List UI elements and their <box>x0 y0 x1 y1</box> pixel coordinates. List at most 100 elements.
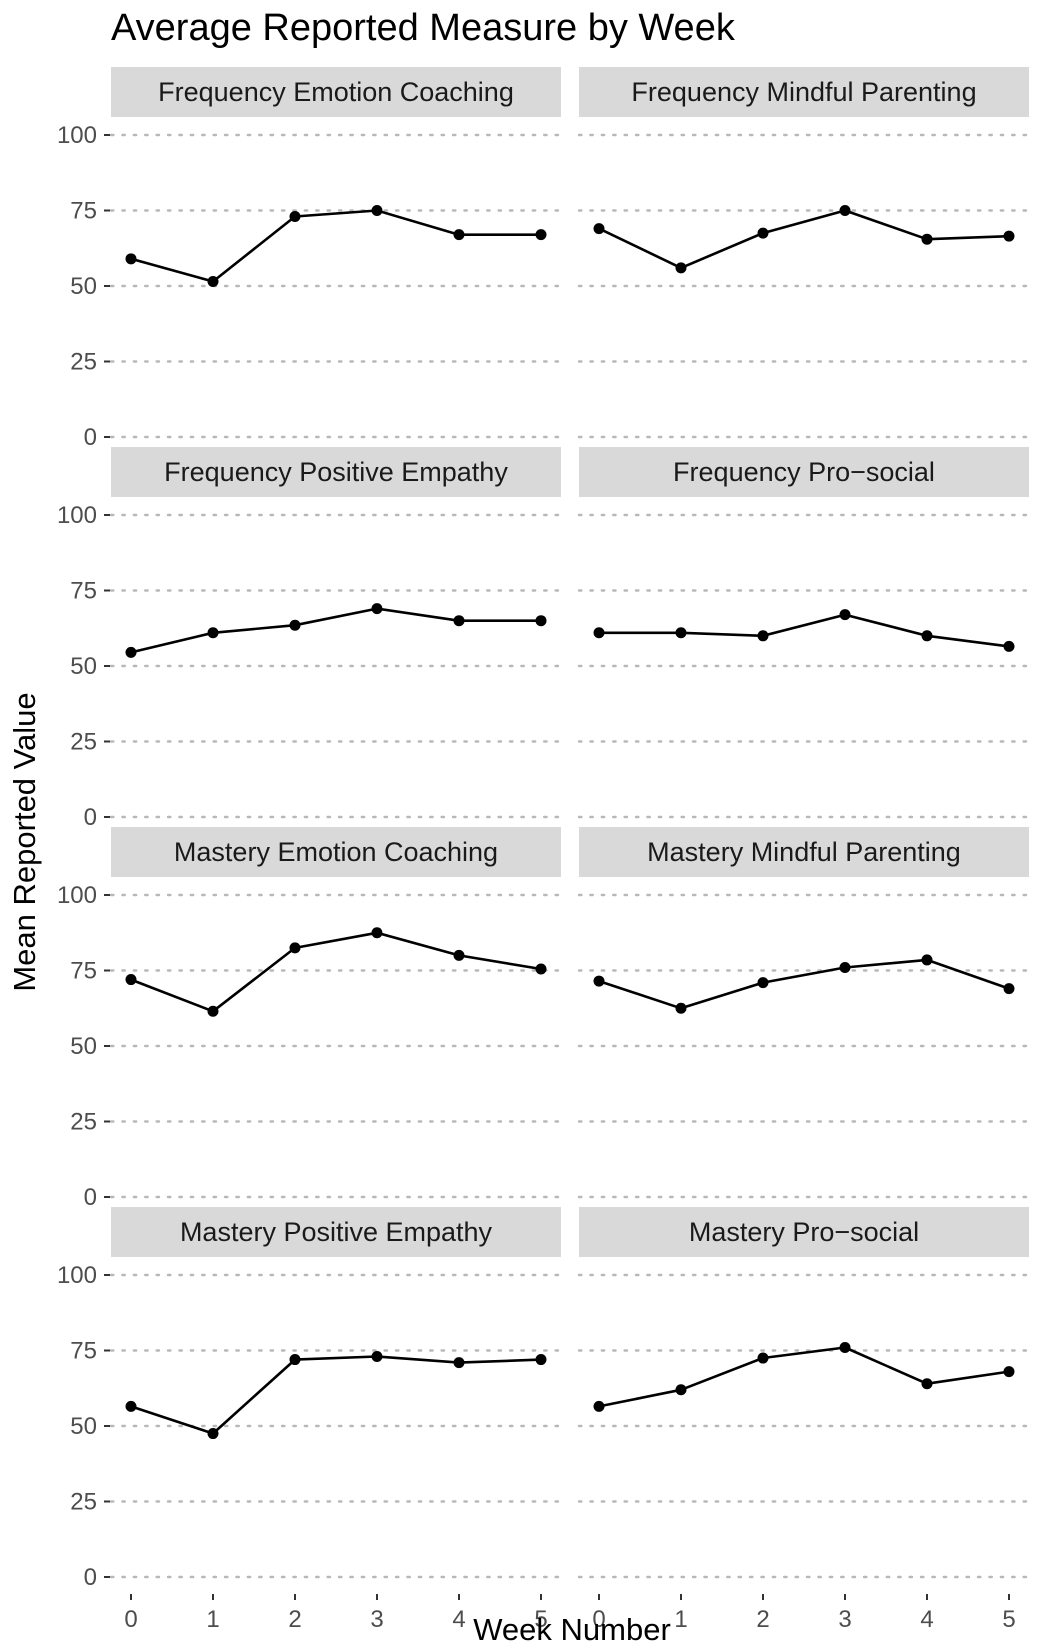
facet-panel: Frequency Positive Empathy 0 25 50 75 100 <box>57 447 563 831</box>
data-point <box>675 1002 687 1014</box>
data-point <box>757 977 769 989</box>
x-tick-label: 1 <box>674 1606 687 1633</box>
y-tick-label: 0 <box>84 1184 97 1211</box>
data-point <box>921 233 933 245</box>
data-point <box>453 229 465 241</box>
x-tick-label: 0 <box>592 1606 605 1633</box>
data-point <box>289 942 301 954</box>
data-point <box>535 963 547 975</box>
series-line <box>130 1355 542 1435</box>
facet-strip-label: Frequency Mindful Parenting <box>631 77 976 107</box>
x-tick-label: 3 <box>838 1606 851 1633</box>
series-line <box>598 958 1010 1010</box>
x-tick-label: 3 <box>370 1606 383 1633</box>
facet-strip-label: Frequency Emotion Coaching <box>158 77 514 107</box>
data-point <box>453 615 465 627</box>
y-tick-label: 75 <box>70 198 97 225</box>
facet-panel: Mastery Mindful Parenting <box>577 827 1031 1199</box>
data-point <box>207 627 219 639</box>
y-axis-title: Mean Reported Value <box>7 692 42 991</box>
data-point <box>125 974 137 986</box>
facet-panel: Mastery Positive Empathy 0 25 50 75 100 <box>57 1207 563 1591</box>
facet-strip-label: Mastery Emotion Coaching <box>174 837 498 867</box>
facet-strip <box>579 1207 1029 1257</box>
data-point <box>757 630 769 642</box>
facet-strip <box>579 447 1029 497</box>
data-point <box>289 211 301 223</box>
data-point <box>535 229 547 241</box>
facet-strip <box>579 67 1029 117</box>
y-tick-label: 100 <box>57 502 97 529</box>
series-line <box>130 607 541 654</box>
data-point <box>207 1428 219 1440</box>
series-line <box>598 209 1010 270</box>
data-point <box>371 927 383 939</box>
data-point <box>593 223 605 235</box>
data-point <box>921 1378 933 1390</box>
facet-strip-label: Frequency Positive Empathy <box>164 457 508 487</box>
chart-title: Average Reported Measure by Week <box>111 7 736 49</box>
y-tick-label: 75 <box>70 958 97 985</box>
x-tick-label: 1 <box>206 1606 219 1633</box>
data-point <box>535 615 547 627</box>
facet-strip-label: Mastery Positive Empathy <box>180 1217 493 1247</box>
data-point <box>125 1400 137 1412</box>
y-tick-label: 100 <box>57 122 97 149</box>
facet-strip <box>111 827 561 877</box>
x-tick-label: 5 <box>1002 1606 1015 1633</box>
data-point <box>593 975 605 987</box>
y-tick-label: 50 <box>70 1033 97 1060</box>
y-tick-label: 100 <box>57 1262 97 1289</box>
data-point <box>453 1357 465 1369</box>
facet-strip-label: Frequency Pro−social <box>673 457 935 487</box>
facet-strip <box>579 827 1029 877</box>
data-point <box>207 275 219 287</box>
data-point <box>125 253 137 265</box>
facet-panel: Frequency Emotion Coaching 0 25 50 75 100 <box>57 67 563 451</box>
data-point <box>839 205 851 216</box>
y-tick-label: 75 <box>70 578 97 605</box>
x-tick-label: 5 <box>534 1606 547 1633</box>
y-tick-label: 75 <box>70 1338 97 1365</box>
y-tick-label: 25 <box>70 1109 97 1136</box>
data-point <box>921 630 933 642</box>
data-point <box>371 205 383 216</box>
data-point <box>207 1005 219 1017</box>
data-point <box>839 609 851 621</box>
data-point <box>1003 983 1015 995</box>
facet-strip <box>111 447 561 497</box>
facet-panel: Mastery Emotion Coaching 0 25 50 75 100 <box>57 827 563 1211</box>
facet-panel: Frequency Pro−social <box>577 447 1031 819</box>
data-point <box>839 1341 851 1353</box>
facet-strip <box>111 1207 561 1257</box>
data-point <box>593 1400 605 1412</box>
data-point <box>289 619 301 631</box>
data-point <box>453 949 465 961</box>
series-line <box>598 1346 1010 1408</box>
y-tick-label: 50 <box>70 273 97 300</box>
x-tick-label: 2 <box>756 1606 769 1633</box>
y-tick-label: 0 <box>84 804 97 831</box>
data-point <box>757 227 769 239</box>
series-line <box>130 931 542 1013</box>
series-line <box>130 209 541 283</box>
data-point <box>921 954 933 966</box>
data-point <box>675 262 687 274</box>
data-point <box>289 1354 301 1366</box>
y-tick-label: 50 <box>70 653 97 680</box>
x-tick-label: 4 <box>452 1606 465 1633</box>
facet-panels: Frequency Emotion Coaching 0 25 50 75 100 Freq… <box>57 67 1031 1591</box>
facet-strip <box>111 67 561 117</box>
x-axis: 0 1 2 3 4 5 0 1 2 3 4 5 <box>124 1594 1016 1633</box>
y-tick-label: 100 <box>57 882 97 909</box>
data-point <box>125 646 137 658</box>
series-line <box>599 613 1010 648</box>
data-point <box>1003 1366 1015 1378</box>
data-point <box>371 1351 383 1363</box>
facet-strip-label: Mastery Pro−social <box>689 1217 919 1247</box>
data-point <box>535 1354 547 1366</box>
data-point <box>839 961 851 973</box>
y-tick-label: 25 <box>70 349 97 376</box>
y-tick-label: 50 <box>70 1413 97 1440</box>
